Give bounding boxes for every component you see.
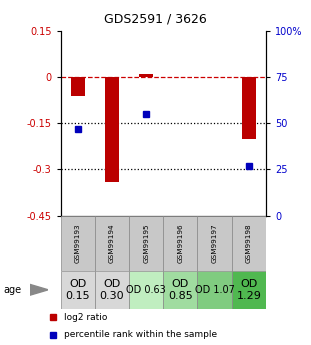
Bar [242, 77, 256, 139]
Text: OD
1.29: OD 1.29 [236, 279, 261, 300]
FancyBboxPatch shape [129, 216, 163, 271]
Text: GSM99194: GSM99194 [109, 224, 115, 263]
FancyBboxPatch shape [163, 216, 197, 271]
FancyBboxPatch shape [232, 216, 266, 271]
Text: OD 1.07: OD 1.07 [195, 285, 234, 295]
FancyBboxPatch shape [95, 271, 129, 309]
Bar [71, 77, 85, 96]
Text: OD
0.30: OD 0.30 [100, 279, 124, 300]
Text: OD
0.85: OD 0.85 [168, 279, 193, 300]
Text: OD 0.63: OD 0.63 [126, 285, 166, 295]
Text: GSM99193: GSM99193 [75, 224, 81, 263]
Polygon shape [30, 284, 48, 295]
FancyBboxPatch shape [232, 271, 266, 309]
FancyBboxPatch shape [163, 271, 197, 309]
FancyBboxPatch shape [197, 271, 232, 309]
Text: GSM99198: GSM99198 [246, 224, 252, 263]
Text: log2 ratio: log2 ratio [64, 313, 107, 322]
FancyBboxPatch shape [61, 271, 95, 309]
Text: GSM99197: GSM99197 [211, 224, 218, 263]
Bar [139, 74, 153, 77]
Text: GDS2591 / 3626: GDS2591 / 3626 [104, 12, 207, 25]
Text: percentile rank within the sample: percentile rank within the sample [64, 330, 217, 339]
FancyBboxPatch shape [95, 216, 129, 271]
Text: GSM99196: GSM99196 [177, 224, 183, 263]
FancyBboxPatch shape [129, 271, 163, 309]
Text: GSM99195: GSM99195 [143, 224, 149, 263]
FancyBboxPatch shape [61, 216, 95, 271]
FancyBboxPatch shape [197, 216, 232, 271]
Bar [105, 77, 119, 182]
Text: age: age [3, 285, 21, 295]
Text: OD
0.15: OD 0.15 [65, 279, 90, 300]
